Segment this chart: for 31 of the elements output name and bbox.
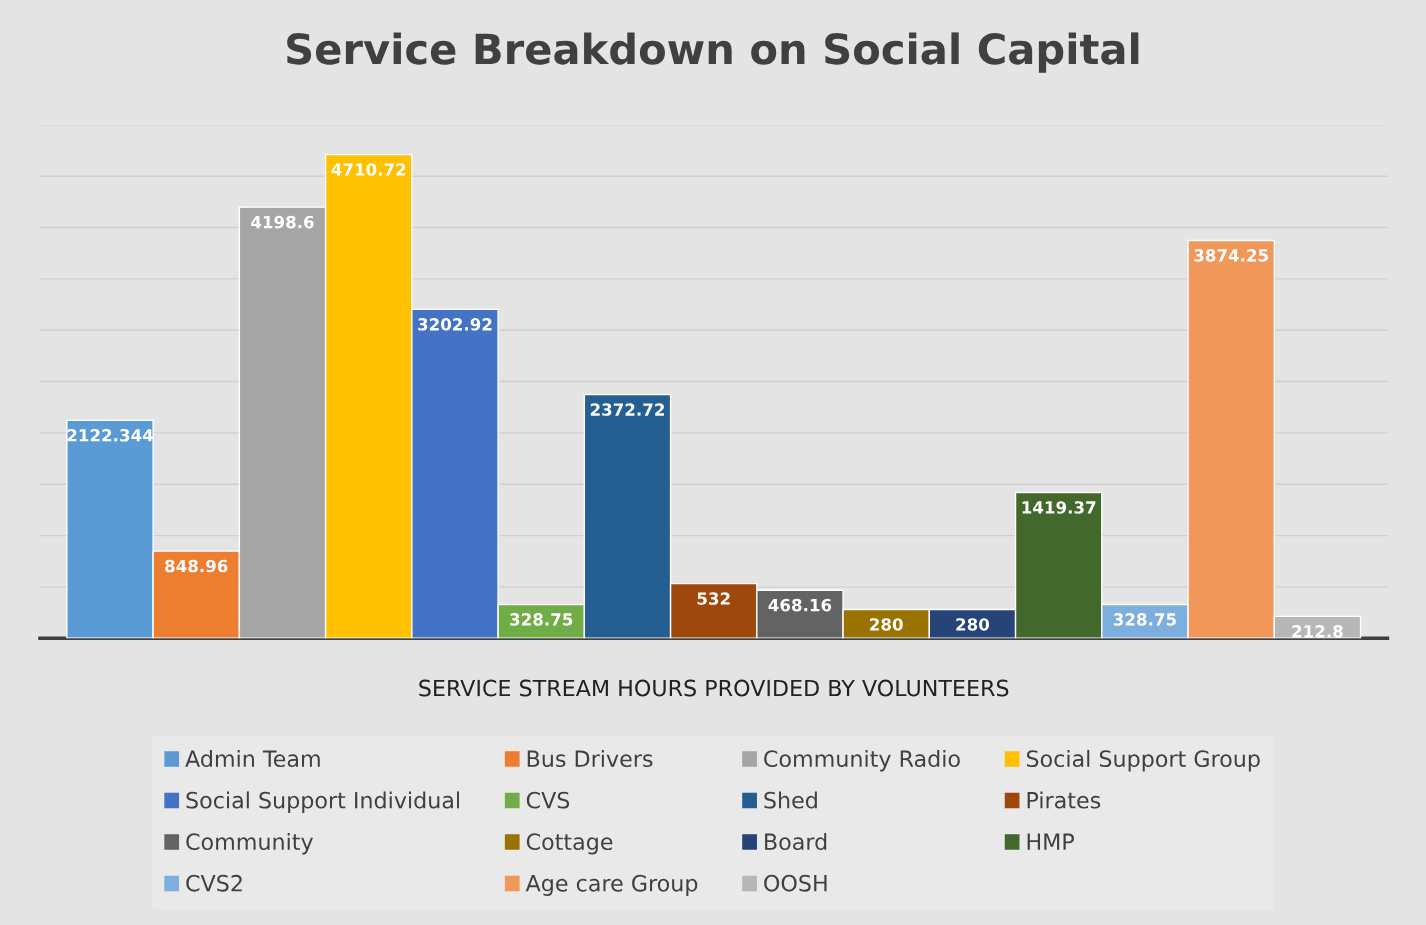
legend-label: Community Radio (764, 749, 960, 772)
data-label: 3874.25 (1194, 249, 1268, 262)
legend-label: Cottage (526, 833, 613, 855)
data-label: 1419.37 (1022, 501, 1096, 514)
data-label: 328.75 (510, 613, 573, 626)
legend-label: Admin Team (185, 749, 320, 768)
data-label: 848.96 (165, 559, 228, 573)
data-label: 212.8 (1292, 625, 1343, 638)
data-label: 4198.6 (251, 215, 314, 229)
legend-label: Age care Group (525, 874, 698, 896)
x-axis-title: SERVICE STREAM HOURS PROVIDED BY VOLUNTEERS (419, 679, 1009, 697)
legend-label: HMP (1027, 833, 1074, 850)
data-label: 2372.72 (590, 403, 664, 416)
data-label: 468.16 (768, 598, 832, 612)
data-label: 280 (956, 618, 990, 631)
legend-label: Social Support Individual (186, 791, 460, 813)
chart-title: Service Breakdown on Social Capital (287, 32, 1139, 73)
data-label: 280 (870, 618, 903, 631)
legend-label: OOSH (764, 874, 827, 892)
legend-label: Shed (764, 791, 817, 809)
legend-label: Board (765, 832, 827, 851)
legend-label: Social Support Group (1026, 749, 1260, 772)
data-label: 328.75 (1113, 613, 1176, 626)
data-label: 4710.72 (331, 163, 406, 176)
legend-label: CVS2 (186, 874, 242, 892)
legend-label: Pirates (1027, 791, 1101, 809)
legend-label: CVS (526, 791, 570, 809)
legend-label: Community (186, 832, 313, 855)
data-label: 3202.92 (418, 318, 492, 331)
data-label: 532 (697, 592, 730, 605)
legend-label: Bus Drivers (527, 749, 653, 768)
